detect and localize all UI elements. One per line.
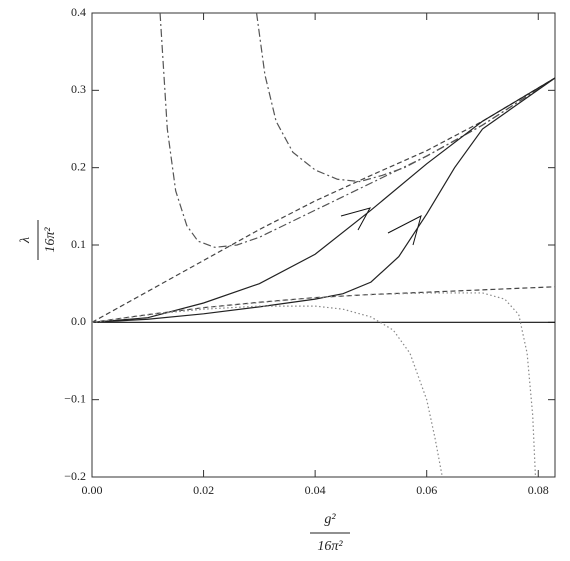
curve — [92, 305, 443, 477]
x-label-denominator: 16π² — [317, 539, 343, 554]
x-tick-label: 0.02 — [193, 483, 214, 497]
y-label: λ 16π² — [18, 220, 58, 260]
plot-frame — [91, 12, 556, 478]
x-tick-label: 0.00 — [82, 483, 103, 497]
y-label-denominator: 16π² — [43, 227, 58, 253]
y-tick-label: 0.0 — [71, 314, 86, 328]
y-tick-label: 0.1 — [71, 237, 86, 251]
curve — [92, 292, 537, 477]
arrow-head — [340, 207, 372, 231]
curve — [255, 13, 555, 183]
curves — [92, 13, 555, 477]
arrow-head — [387, 215, 422, 246]
y-tick-label: −0.1 — [64, 391, 86, 405]
y-tick-label: 0.3 — [71, 82, 86, 96]
curve — [159, 13, 555, 248]
y-label-numerator: λ — [18, 237, 33, 244]
curve — [92, 77, 555, 323]
curve — [92, 77, 555, 323]
x-tick-label: 0.06 — [416, 483, 437, 497]
y-tick-label: 0.4 — [71, 5, 86, 19]
curve — [92, 286, 555, 323]
x-label-numerator: g² — [324, 512, 336, 527]
x-tick-label: 0.08 — [528, 483, 549, 497]
curve — [92, 77, 555, 323]
arrows — [340, 207, 422, 246]
y-tick-label: −0.2 — [64, 469, 86, 483]
y-tick-label: 0.2 — [71, 159, 86, 173]
x-tick-label: 0.04 — [305, 483, 326, 497]
